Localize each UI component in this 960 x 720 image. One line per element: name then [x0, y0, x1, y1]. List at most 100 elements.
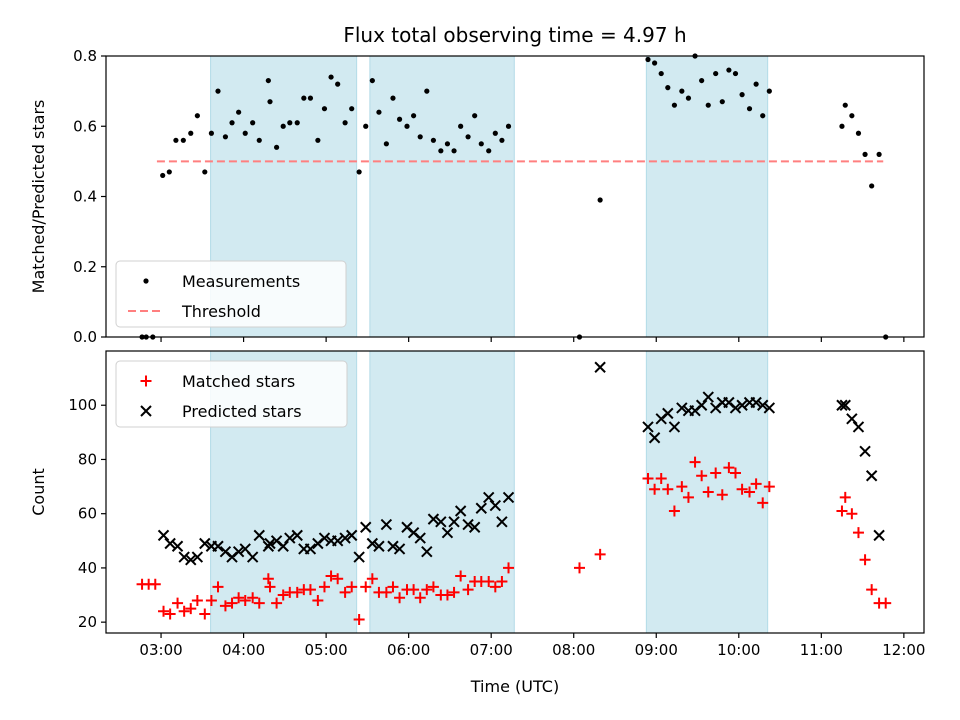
measurement-point — [855, 130, 862, 136]
legend-marker-measurements — [143, 278, 149, 284]
matched-star-point — [408, 584, 420, 596]
matched-star-point — [149, 578, 161, 590]
measurement-point — [746, 106, 753, 112]
ratio-y-tick-label: 0.8 — [73, 47, 97, 65]
predicted-star-point — [246, 551, 259, 563]
matched-star-point — [262, 573, 274, 585]
measurement-point — [315, 137, 321, 143]
measurement-point — [265, 77, 271, 84]
counts-y-tick-label: 100 — [68, 396, 97, 414]
predicted-star-point — [448, 516, 460, 528]
predicted-star-point — [839, 399, 851, 411]
counts-panel: 20 40 60 80 100 03:00 04:00 05:00 06:00 07:00 08:0… — [29, 350, 925, 659]
legend-marker-matched — [140, 375, 152, 387]
ratio-legend-box — [115, 260, 347, 328]
matched-star-point — [421, 584, 433, 596]
measurement-point — [188, 130, 194, 136]
measurement-point — [390, 95, 396, 101]
ratio-series-measurements — [139, 53, 889, 340]
predicted-star-point — [676, 402, 688, 414]
predicted-star-point — [757, 399, 769, 411]
measurement-point — [492, 130, 498, 136]
measurement-point — [739, 92, 745, 98]
matched-star-point — [332, 573, 344, 585]
matched-star-point — [226, 597, 238, 609]
predicted-star-point — [191, 551, 204, 563]
legend-marker-predicted — [140, 405, 152, 417]
counts-legend-box — [115, 360, 348, 428]
measurement-point — [369, 77, 375, 84]
predicted-star-point — [414, 532, 426, 544]
predicted-star-point — [873, 529, 885, 542]
x-axis-label: Time (UTC) — [470, 677, 559, 696]
matched-star-point — [846, 508, 858, 520]
measurement-point — [505, 123, 512, 129]
measurement-point — [335, 81, 341, 87]
measurement-point — [472, 113, 478, 119]
measurement-point — [444, 141, 451, 147]
counts-axes-frame — [105, 350, 925, 634]
predicted-star-point — [462, 518, 474, 531]
measurement-point — [363, 123, 369, 129]
x-tick-label: 07:00 — [470, 641, 513, 659]
measurement-point — [753, 81, 759, 87]
measurement-point — [876, 151, 882, 157]
matched-star-point — [178, 605, 190, 617]
matched-star-point — [757, 497, 769, 509]
matched-star-point — [271, 597, 283, 609]
measurement-point — [458, 123, 464, 129]
measurement-point — [349, 106, 355, 112]
measurement-point — [307, 95, 314, 101]
matched-star-point — [346, 581, 358, 593]
matched-star-point — [710, 467, 722, 479]
matched-star-point — [744, 486, 756, 498]
legend-label: Predicted stars — [182, 402, 302, 421]
measurement-point — [215, 88, 221, 94]
predicted-star-point — [393, 543, 406, 555]
predicted-star-point — [339, 532, 351, 544]
measurement-point — [713, 70, 719, 77]
matched-star-point — [649, 483, 661, 495]
matched-star-point — [158, 605, 170, 617]
predicted-star-point — [171, 540, 184, 552]
x-tick-label: 11:00 — [800, 641, 843, 659]
predicted-star-point — [852, 421, 865, 433]
measurement-point — [294, 120, 300, 126]
ratio-y-tick-label: 0.2 — [73, 258, 97, 276]
measurement-point — [658, 70, 664, 77]
matched-star-point — [642, 472, 654, 484]
chart-title: Flux total observing time = 4.97 h — [343, 23, 686, 47]
counts-shaded-interval-2 — [369, 350, 515, 634]
measurement-point — [671, 102, 678, 108]
matched-star-point — [253, 597, 265, 609]
measurement-point — [180, 137, 186, 143]
matched-star-point — [503, 562, 515, 574]
matched-star-point — [836, 505, 848, 517]
measurement-point — [645, 56, 651, 63]
matched-star-point — [723, 462, 735, 474]
predicted-star-point — [380, 518, 393, 531]
measurement-point — [679, 88, 685, 94]
measurement-point — [726, 67, 732, 73]
measurement-point — [267, 99, 273, 105]
predicted-star-point — [483, 491, 495, 504]
measurement-point — [404, 123, 410, 129]
matched-star-point — [277, 589, 289, 601]
matched-star-point — [682, 491, 694, 503]
measurement-point — [766, 88, 772, 94]
measurement-point — [451, 148, 457, 154]
matched-star-point — [441, 589, 453, 601]
measurement-point — [194, 113, 200, 119]
ratio-y-tick-label: 0.0 — [73, 328, 97, 346]
matched-star-point — [387, 581, 399, 593]
matched-star-point — [239, 594, 251, 606]
measurement-point — [250, 120, 256, 126]
counts-y-axis-label: Count — [29, 468, 48, 516]
predicted-star-point — [291, 529, 303, 542]
measurement-point — [280, 123, 286, 129]
measurement-point — [438, 148, 444, 154]
measurement-point — [273, 144, 280, 150]
matched-star-point — [736, 483, 748, 495]
predicted-star-point — [662, 407, 674, 420]
measurement-point — [396, 116, 403, 122]
